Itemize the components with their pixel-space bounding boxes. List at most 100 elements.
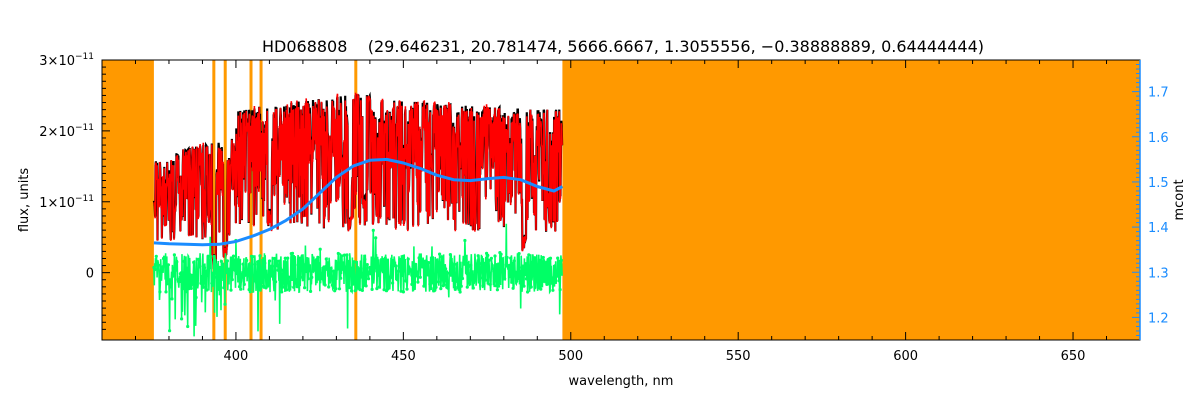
residual-point [387,280,391,284]
residual-point [459,284,463,288]
residual-point [260,280,264,285]
residual-point [311,269,315,273]
residual-point [200,281,204,285]
residual-point [530,272,535,276]
residual-point [365,263,369,267]
residual-point [339,276,343,280]
residual-point [299,262,303,266]
residual-point [544,263,548,267]
residual-point [482,261,486,265]
residual-point [211,283,215,287]
residual-point [181,271,185,275]
residual-point [237,285,242,289]
residual-point [523,267,527,271]
residual-point [217,265,221,269]
residual-point [429,286,433,291]
residual-point [510,280,514,284]
residual-point [453,287,457,291]
residual-point [353,289,357,293]
residual-point [222,286,226,290]
residual-point [278,266,283,271]
residual-point [428,282,432,286]
residual-point [298,256,302,260]
residual-point [321,277,325,281]
residual-point [383,256,387,260]
residual-point [364,284,368,288]
residual-point [180,317,184,321]
residual-point [434,285,438,289]
residual-point [348,266,352,270]
x-tick-label: 400 [224,349,249,364]
residual-point [248,290,252,294]
residual-point [202,266,207,270]
residual-point [452,267,456,271]
residual-point [411,274,415,278]
residual-point [293,263,297,267]
residual-point [292,285,296,289]
mask-region [102,60,154,340]
y-tick-label: 3×10−11 [39,52,94,69]
residual-point [258,254,262,258]
residual-point [462,261,466,265]
residual-point [223,302,227,306]
residual-point [470,276,474,280]
y2-tick-label: 1.5 [1148,176,1169,191]
residual-point [318,247,322,251]
residual-point [342,253,346,257]
residual-point [463,238,467,243]
residual-point [526,290,530,294]
residual-point [391,281,395,285]
residual-point [515,279,519,283]
residual-point [174,265,178,269]
y-axis-right: 1.2 1.3 1.4 1.5 1.6 1.7 [1132,60,1169,340]
residual-point [360,288,364,292]
residual-point [272,256,276,261]
residual-point [263,261,267,265]
residual-point [233,258,237,262]
residual-point [500,257,504,261]
residual-point [322,265,326,269]
residual-point [178,272,182,276]
right-axis-title: mcont [1172,179,1187,220]
residual-point [366,277,371,281]
residual-point [466,265,471,269]
residual-point [265,279,269,283]
residual-point [424,259,428,263]
residual-point [518,269,522,273]
residual-point [372,257,377,261]
residual-point [375,287,379,291]
residual-point [395,278,399,282]
residual-point [545,282,549,286]
residual-point [204,280,208,284]
residual-point [416,280,420,284]
residual-point [371,228,375,232]
residual-point [230,278,234,282]
residual-point [381,257,385,262]
residual-point [493,254,497,258]
residual-point [269,267,273,272]
residual-point [409,268,413,272]
residual-point [330,283,334,287]
residual-point [266,283,270,287]
residual-point [435,260,439,264]
residual-point [242,282,246,286]
residual-point [438,252,442,256]
mask-line [259,60,263,340]
residual-point [317,277,321,281]
residual-point [280,290,284,294]
residual-point [460,276,465,281]
residual-point [405,287,409,291]
residual-point [271,273,275,277]
residual-point [225,259,229,263]
model-flux-line [153,92,563,275]
residual-point [192,260,196,264]
residual-point [240,273,244,277]
residual-point [535,278,539,282]
residual-point [495,288,499,292]
residual-point [186,324,190,329]
residual-point [196,257,201,261]
y2-tick-label: 1.2 [1148,311,1169,326]
residual-point [239,287,243,291]
residual-point [309,289,313,293]
residual-point [295,285,299,289]
